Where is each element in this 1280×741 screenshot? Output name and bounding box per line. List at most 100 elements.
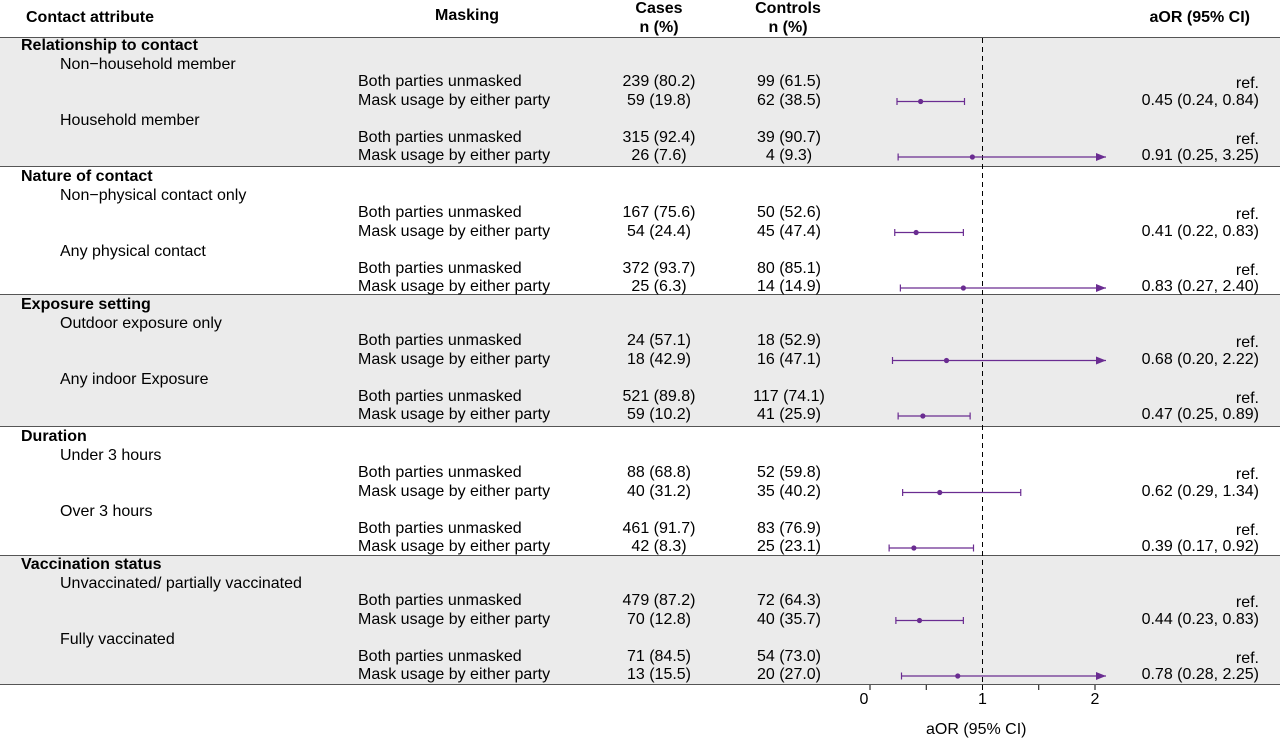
- x-tick-label: 1: [978, 691, 987, 708]
- point-estimate: [943, 357, 950, 364]
- cases-cell: 18 (42.9): [626, 350, 692, 368]
- header-masking: Masking: [435, 7, 500, 24]
- group-label: Over 3 hours: [60, 502, 153, 520]
- controls-cell: 18 (52.9): [756, 332, 822, 349]
- controls-cell: 20 (27.0): [756, 666, 822, 683]
- masking-cell: Both parties unmasked: [358, 204, 522, 221]
- masking-cell: Both parties unmasked: [358, 73, 522, 90]
- masking-cell: Both parties unmasked: [358, 332, 522, 349]
- group-label: Any physical contact: [60, 242, 206, 260]
- cases-cell: 88 (68.8): [626, 464, 692, 481]
- cases-cell: 59 (19.8): [626, 91, 692, 109]
- controls-cell: 41 (25.9): [756, 406, 822, 423]
- controls-cell: 14 (14.9): [756, 278, 822, 295]
- cases-cell: 315 (92.4): [622, 128, 696, 146]
- cases-cell: 26 (7.6): [631, 147, 687, 164]
- controls-cell: 62 (38.5): [756, 91, 822, 109]
- cases-cell: 479 (87.2): [622, 592, 696, 609]
- point-estimate: [911, 545, 917, 551]
- aor-cell: ref.: [1235, 594, 1259, 611]
- section-title: Relationship to contact: [21, 37, 198, 54]
- aor-cell: 0.44 (0.23, 0.83): [1141, 610, 1259, 628]
- section-divider: [0, 426, 1280, 427]
- controls-cell: 40 (35.7): [756, 610, 822, 628]
- cases-cell: 25 (6.3): [631, 278, 687, 295]
- cases-cell: 59 (10.2): [626, 406, 692, 423]
- section-divider: [0, 684, 1280, 685]
- group-label: Any indoor Exposure: [60, 370, 209, 388]
- x-axis-label: aOR (95% CI): [926, 721, 1027, 738]
- cases-cell: 40 (31.2): [626, 482, 692, 500]
- group-label: Unvaccinated/ partially vaccinated: [60, 575, 302, 592]
- cases-cell: 13 (15.5): [626, 666, 692, 683]
- aor-cell: ref.: [1235, 466, 1259, 483]
- controls-cell: 99 (61.5): [756, 73, 822, 90]
- masking-cell: Both parties unmasked: [358, 519, 522, 537]
- cases-cell: 42 (8.3): [631, 538, 687, 555]
- aor-cell: ref.: [1235, 521, 1259, 539]
- header-cases-line2: n (%): [639, 19, 679, 36]
- group-label: Non−physical contact only: [60, 187, 247, 204]
- aor-cell: 0.45 (0.24, 0.84): [1141, 91, 1259, 109]
- controls-cell: 52 (59.8): [756, 464, 822, 481]
- masking-cell: Mask usage by either party: [358, 610, 551, 628]
- section-title: Vaccination status: [21, 556, 162, 573]
- group-label: Under 3 hours: [60, 447, 162, 464]
- masking-cell: Mask usage by either party: [358, 350, 551, 368]
- controls-cell: 54 (73.0): [756, 647, 822, 665]
- aor-cell: 0.78 (0.28, 2.25): [1141, 666, 1259, 683]
- controls-cell: 80 (85.1): [756, 259, 822, 277]
- aor-cell: 0.47 (0.25, 0.89): [1141, 406, 1259, 423]
- point-estimate: [916, 617, 923, 624]
- controls-cell: 117 (74.1): [753, 387, 825, 405]
- controls-cell: 25 (23.1): [756, 538, 822, 555]
- cases-cell: 70 (12.8): [626, 610, 692, 628]
- masking-cell: Mask usage by either party: [358, 666, 551, 683]
- group-label: Outdoor exposure only: [60, 315, 222, 332]
- aor-cell: 0.62 (0.29, 1.34): [1141, 482, 1259, 500]
- aor-cell: ref.: [1235, 130, 1259, 148]
- aor-cell: 0.39 (0.17, 0.92): [1141, 538, 1259, 555]
- aor-cell: ref.: [1235, 261, 1259, 279]
- aor-cell: ref.: [1235, 389, 1259, 407]
- cases-cell: 461 (91.7): [622, 519, 696, 537]
- section-divider: [0, 294, 1280, 295]
- masking-cell: Mask usage by either party: [358, 222, 551, 240]
- point-estimate: [955, 673, 961, 679]
- controls-cell: 45 (47.4): [756, 222, 822, 240]
- header-aor: aOR (95% CI): [1149, 9, 1250, 26]
- aor-cell: ref.: [1235, 649, 1259, 667]
- group-label: Fully vaccinated: [60, 630, 175, 648]
- section-title: Nature of contact: [21, 168, 153, 185]
- controls-cell: 16 (47.1): [756, 350, 822, 368]
- point-estimate: [960, 285, 966, 291]
- header-controls-line1: Controls: [755, 0, 821, 17]
- point-estimate: [969, 154, 975, 160]
- masking-cell: Both parties unmasked: [358, 647, 522, 665]
- cases-cell: 24 (57.1): [626, 332, 692, 349]
- masking-cell: Mask usage by either party: [358, 278, 551, 295]
- point-estimate: [937, 489, 943, 496]
- header-cases-line1: Cases: [635, 0, 683, 17]
- controls-cell: 4 (9.3): [765, 147, 813, 164]
- controls-cell: 83 (76.9): [756, 519, 822, 537]
- controls-cell: 39 (90.7): [756, 128, 822, 146]
- aor-cell: 0.41 (0.22, 0.83): [1141, 222, 1259, 240]
- controls-cell: 50 (52.6): [756, 204, 822, 221]
- controls-cell: 35 (40.2): [756, 482, 822, 500]
- masking-cell: Mask usage by either party: [358, 406, 551, 423]
- section-shade: [0, 38, 1280, 167]
- controls-cell: 72 (64.3): [756, 592, 822, 609]
- cases-cell: 521 (89.8): [622, 387, 696, 405]
- masking-cell: Both parties unmasked: [358, 259, 522, 277]
- masking-cell: Mask usage by either party: [358, 482, 551, 500]
- masking-cell: Both parties unmasked: [358, 387, 522, 405]
- cases-cell: 372 (93.7): [622, 259, 696, 277]
- x-tick-label: 0: [859, 691, 869, 708]
- cases-cell: 71 (84.5): [626, 647, 692, 665]
- section-divider: [0, 555, 1280, 556]
- section-divider: [0, 37, 1280, 38]
- header-controls-line2: n (%): [768, 19, 808, 36]
- group-label: Non−household member: [60, 56, 236, 73]
